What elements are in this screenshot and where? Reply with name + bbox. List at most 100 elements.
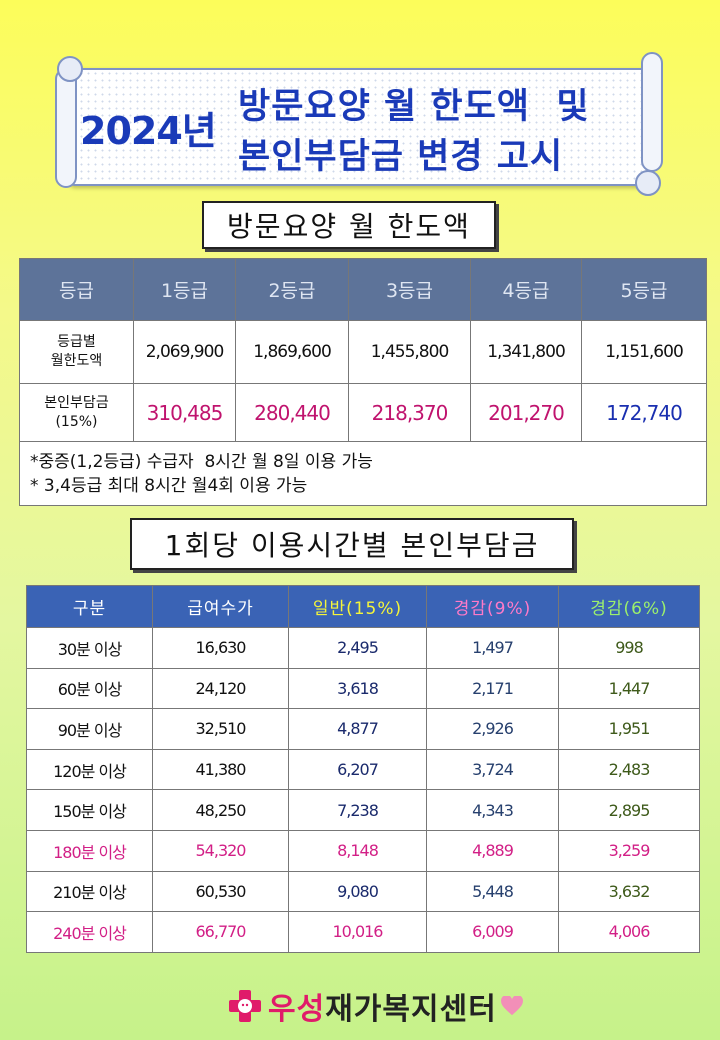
per-visit-copay-table: 구분 급여수가 일반(15%) 경감(9%) 경감(6%) 30분 이상 16,… xyxy=(26,585,700,953)
header-reduced-6: 경감(6%) xyxy=(558,585,700,628)
row-duration: 150분 이상 xyxy=(26,789,153,831)
row-duration: 240분 이상 xyxy=(26,911,153,953)
row-fee: 16,630 xyxy=(152,627,289,669)
row-duration: 30분 이상 xyxy=(26,627,153,669)
header-general-15: 일반(15%) xyxy=(288,585,427,628)
row-general: 6,207 xyxy=(288,748,427,791)
scroll-curl-bottom xyxy=(635,170,661,196)
row-fee: 54,320 xyxy=(152,829,289,872)
monthly-limit-table: 등급 1등급 2등급 3등급 4등급 5등급 등급별 월한도액 2,069,90… xyxy=(19,258,707,506)
row-reduced-9: 5,448 xyxy=(426,870,559,913)
row-label-limit-line2: 월한도액 xyxy=(50,353,103,369)
row-reduced-6: 1,951 xyxy=(558,708,700,750)
limit-grade-3: 1,455,800 xyxy=(348,320,471,384)
row-reduced-9: 4,343 xyxy=(426,789,559,831)
note-grades-3-4: * 3,4등급 최대 8시간 월4회 이용 가능 xyxy=(30,475,308,496)
limit-grade-5: 1,151,600 xyxy=(581,320,707,384)
row-fee: 66,770 xyxy=(152,911,289,953)
table-header-row: 구분 급여수가 일반(15%) 경감(9%) 경감(6%) xyxy=(26,585,700,628)
copay-grade-5: 172,740 xyxy=(581,383,707,442)
header-grade-4: 4등급 xyxy=(470,258,582,321)
scroll-rod-left xyxy=(55,68,77,188)
table-row: 30분 이상 16,630 2,495 1,497 998 xyxy=(26,627,700,669)
row-fee: 32,510 xyxy=(152,708,289,750)
logo-wordmark-accent: 우성 xyxy=(268,992,326,1027)
scroll-body xyxy=(69,68,651,186)
banner-year: 2024년 xyxy=(80,109,217,153)
header-category: 구분 xyxy=(26,585,153,628)
table-header-row: 등급 1등급 2등급 3등급 4등급 5등급 xyxy=(19,258,707,321)
row-general: 7,238 xyxy=(288,789,427,831)
scroll-curl-top xyxy=(57,56,83,82)
row-duration: 180분 이상 xyxy=(26,829,153,872)
header-fee: 급여수가 xyxy=(152,585,289,628)
notes-cell: *중증(1,2등급) 수급자 8시간 월 8일 이용 가능 * 3,4등급 최대… xyxy=(19,441,707,506)
row-duration: 210분 이상 xyxy=(26,870,153,913)
monthly-limit-title: 방문요양 월 한도액 xyxy=(202,201,496,249)
row-fee: 41,380 xyxy=(152,748,289,791)
header-grade: 등급 xyxy=(19,258,134,321)
row-reduced-6: 998 xyxy=(558,627,700,669)
row-general: 9,080 xyxy=(288,870,427,913)
table-row: 210분 이상 60,530 9,080 5,448 3,632 xyxy=(26,870,700,913)
note-severe-grades: *중증(1,2등급) 수급자 8시간 월 8일 이용 가능 xyxy=(30,451,373,472)
row-fee: 24,120 xyxy=(152,667,289,710)
row-reduced-9: 2,171 xyxy=(426,667,559,710)
heart-icon xyxy=(500,996,523,1016)
row-reduced-9: 2,926 xyxy=(426,708,559,750)
row-reduced-6: 3,632 xyxy=(558,870,700,913)
logo-wordmark: 우성재가복지센터 xyxy=(268,984,497,1028)
row-general: 10,016 xyxy=(288,911,427,953)
table-row-highlight: 240분 이상 66,770 10,016 6,009 4,006 xyxy=(26,911,700,953)
row-reduced-9: 3,724 xyxy=(426,748,559,791)
row-reduced-9: 1,497 xyxy=(426,627,559,669)
row-general: 2,495 xyxy=(288,627,427,669)
header-grade-1: 1등급 xyxy=(133,258,236,321)
table-row-notes: *중증(1,2등급) 수급자 8시간 월 8일 이용 가능 * 3,4등급 최대… xyxy=(19,441,707,506)
limit-grade-1: 2,069,900 xyxy=(133,320,236,384)
header-grade-3: 3등급 xyxy=(348,258,471,321)
table-row-copay: 본인부담금 (15%) 310,485 280,440 218,370 201,… xyxy=(19,383,707,442)
table-row-limit: 등급별 월한도액 2,069,900 1,869,600 1,455,800 1… xyxy=(19,320,707,384)
title-scroll-banner xyxy=(55,52,663,198)
row-label-copay-line1: 본인부담금 xyxy=(44,394,109,411)
banner-title-line-2: 본인부담금 변경 고시 xyxy=(238,137,564,177)
row-reduced-6: 2,895 xyxy=(558,789,700,831)
scroll-rod-right xyxy=(641,52,663,172)
row-reduced-6: 1,447 xyxy=(558,667,700,710)
row-duration: 60분 이상 xyxy=(26,667,153,710)
row-fee: 60,530 xyxy=(152,870,289,913)
row-reduced-6: 4,006 xyxy=(558,911,700,953)
banner-title-line-1: 방문요양 월 한도액 및 xyxy=(238,87,590,127)
row-reduced-9: 6,009 xyxy=(426,911,559,953)
table-row: 120분 이상 41,380 6,207 3,724 2,483 xyxy=(26,748,700,791)
row-general: 3,618 xyxy=(288,667,427,710)
limit-grade-4: 1,341,800 xyxy=(470,320,582,384)
row-general: 4,877 xyxy=(288,708,427,750)
header-grade-5: 5등급 xyxy=(581,258,707,321)
per-visit-copay-title: 1회당 이용시간별 본인부담금 xyxy=(130,518,574,570)
row-label-limit-line1: 등급별 xyxy=(57,334,96,350)
table-row: 60분 이상 24,120 3,618 2,171 1,447 xyxy=(26,667,700,710)
row-reduced-9: 4,889 xyxy=(426,829,559,872)
row-label-limit: 등급별 월한도액 xyxy=(19,320,134,384)
limit-grade-2: 1,869,600 xyxy=(235,320,349,384)
row-duration: 120분 이상 xyxy=(26,748,153,791)
logo-wordmark-rest: 재가복지센터 xyxy=(325,992,497,1027)
table-row: 150분 이상 48,250 7,238 4,343 2,895 xyxy=(26,789,700,831)
table-row: 90분 이상 32,510 4,877 2,926 1,951 xyxy=(26,708,700,750)
header-reduced-9: 경감(9%) xyxy=(426,585,559,628)
row-general: 8,148 xyxy=(288,829,427,872)
copay-grade-4: 201,270 xyxy=(470,383,582,442)
row-reduced-6: 3,259 xyxy=(558,829,700,872)
row-fee: 48,250 xyxy=(152,789,289,831)
row-reduced-6: 2,483 xyxy=(558,748,700,791)
copay-grade-1: 310,485 xyxy=(133,383,236,442)
row-label-copay-line2: (15%) xyxy=(55,413,98,430)
copay-grade-2: 280,440 xyxy=(235,383,349,442)
medical-cross-icon xyxy=(229,990,261,1022)
center-logo: 우성재가복지센터 xyxy=(226,984,523,1028)
header-grade-2: 2등급 xyxy=(235,258,349,321)
copay-grade-3: 218,370 xyxy=(348,383,471,442)
row-label-copay: 본인부담금 (15%) xyxy=(19,383,134,442)
